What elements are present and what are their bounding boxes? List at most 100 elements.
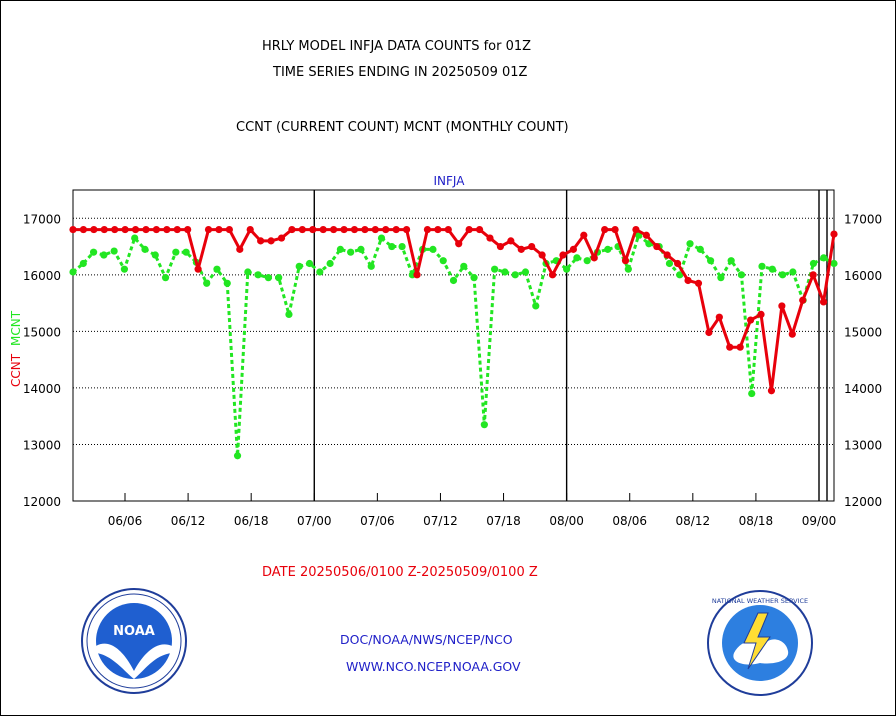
data-point-mcnt bbox=[768, 265, 776, 273]
data-point-mcnt bbox=[131, 234, 139, 242]
noaa-logo: NOAA bbox=[81, 588, 187, 694]
data-point-ccnt bbox=[538, 251, 546, 259]
data-point-ccnt bbox=[382, 225, 390, 234]
data-point-mcnt bbox=[79, 259, 87, 268]
data-point-ccnt bbox=[100, 225, 108, 234]
data-point-mcnt bbox=[789, 268, 797, 276]
data-point-mcnt bbox=[120, 265, 129, 273]
data-point-mcnt bbox=[285, 310, 293, 318]
data-point-ccnt bbox=[486, 234, 494, 242]
x-tick-label: 07/18 bbox=[486, 514, 521, 528]
y-tick-label-left: 13000 bbox=[23, 438, 61, 452]
data-point-ccnt bbox=[131, 225, 140, 234]
data-point-mcnt bbox=[439, 257, 447, 265]
data-point-ccnt bbox=[90, 225, 98, 234]
x-tick-label: 07/00 bbox=[297, 514, 332, 528]
data-point-ccnt bbox=[361, 225, 369, 234]
data-point-ccnt bbox=[767, 387, 776, 395]
data-point-mcnt bbox=[151, 251, 159, 259]
data-point-mcnt bbox=[316, 268, 324, 276]
date-range: DATE 20250506/0100 Z-20250509/0100 Z bbox=[262, 565, 538, 580]
data-point-ccnt bbox=[747, 316, 755, 324]
nws-logo: NATIONAL WEATHER SERVICE bbox=[707, 590, 813, 696]
y-tick-label-right: 15000 bbox=[844, 325, 882, 339]
data-point-ccnt bbox=[830, 230, 838, 238]
data-point-mcnt bbox=[706, 257, 715, 265]
data-point-mcnt bbox=[665, 259, 674, 268]
data-point-ccnt bbox=[788, 330, 796, 338]
series-line-ccnt bbox=[73, 228, 836, 393]
data-point-mcnt bbox=[449, 276, 458, 285]
data-point-mcnt bbox=[573, 254, 581, 262]
data-point-mcnt bbox=[696, 245, 704, 253]
data-point-mcnt bbox=[830, 259, 838, 268]
data-point-ccnt bbox=[371, 225, 379, 234]
data-point-ccnt bbox=[694, 279, 703, 287]
data-point-mcnt bbox=[69, 268, 77, 276]
series-mcnt bbox=[69, 231, 838, 460]
data-point-ccnt bbox=[684, 276, 692, 285]
y-axis-label-ccnt: CCNT bbox=[9, 353, 23, 387]
data-point-mcnt bbox=[604, 245, 612, 253]
data-point-ccnt bbox=[277, 234, 286, 242]
data-point-ccnt bbox=[204, 225, 213, 234]
data-point-mcnt bbox=[336, 245, 344, 253]
y-axis-right: 12000 13000 14000 15000 16000 17000 bbox=[844, 212, 882, 509]
data-point-ccnt bbox=[715, 313, 723, 321]
data-point-mcnt bbox=[778, 271, 787, 279]
data-point-ccnt bbox=[590, 254, 598, 262]
data-point-ccnt bbox=[173, 225, 181, 234]
data-point-ccnt bbox=[674, 259, 682, 268]
x-tick-label: 07/06 bbox=[360, 514, 395, 528]
data-point-ccnt bbox=[632, 225, 640, 234]
data-point-ccnt bbox=[215, 225, 223, 234]
data-point-ccnt bbox=[528, 242, 536, 251]
data-point-mcnt bbox=[563, 265, 571, 273]
data-point-mcnt bbox=[470, 274, 478, 282]
y-tick-label-right: 13000 bbox=[844, 438, 882, 452]
data-point-ccnt bbox=[601, 225, 609, 234]
data-point-ccnt bbox=[184, 225, 192, 234]
data-point-ccnt bbox=[257, 237, 265, 245]
data-point-ccnt bbox=[330, 225, 338, 234]
y-tick-label-right: 17000 bbox=[844, 212, 882, 226]
x-tick-label: 09/00 bbox=[802, 514, 837, 528]
data-point-mcnt bbox=[748, 389, 756, 398]
data-point-ccnt bbox=[548, 271, 557, 279]
data-point-ccnt bbox=[569, 245, 577, 253]
data-point-mcnt bbox=[203, 279, 211, 287]
data-point-mcnt bbox=[491, 265, 499, 273]
org-path-link[interactable]: DOC/NOAA/NWS/NCEP/NCO bbox=[340, 632, 513, 647]
data-point-mcnt bbox=[254, 271, 262, 279]
data-point-mcnt bbox=[583, 257, 591, 265]
y-axis-label-mcnt: MCNT bbox=[9, 310, 23, 346]
data-point-ccnt bbox=[799, 296, 807, 304]
plot-area-border bbox=[72, 189, 835, 502]
data-point-mcnt bbox=[264, 274, 272, 282]
data-point-ccnt bbox=[163, 225, 171, 234]
data-point-mcnt bbox=[758, 262, 766, 270]
data-point-mcnt bbox=[110, 247, 118, 255]
x-axis: 06/06 06/12 06/18 07/00 07/06 07/12 07/18 08/00… bbox=[108, 493, 837, 528]
data-point-mcnt bbox=[460, 262, 468, 270]
data-point-ccnt bbox=[79, 225, 88, 234]
y-tick-label-left: 15000 bbox=[23, 325, 61, 339]
data-point-ccnt bbox=[246, 225, 254, 234]
data-point-ccnt bbox=[653, 242, 661, 251]
data-point-mcnt bbox=[326, 259, 334, 268]
data-point-ccnt bbox=[705, 328, 713, 337]
website-link[interactable]: WWW.NCO.NCEP.NOAA.GOV bbox=[346, 659, 521, 674]
data-point-ccnt bbox=[444, 225, 452, 234]
x-tick-label: 08/18 bbox=[739, 514, 774, 528]
y-tick-label-left: 16000 bbox=[23, 269, 61, 283]
y-tick-label-left: 14000 bbox=[23, 382, 61, 396]
data-point-ccnt bbox=[142, 225, 150, 234]
data-point-mcnt bbox=[367, 262, 375, 270]
data-point-ccnt bbox=[402, 225, 411, 234]
data-point-mcnt bbox=[141, 245, 149, 253]
data-point-ccnt bbox=[225, 225, 233, 234]
x-tick-label: 08/12 bbox=[676, 514, 711, 528]
data-point-mcnt bbox=[347, 248, 355, 256]
month-dividers bbox=[313, 190, 828, 501]
